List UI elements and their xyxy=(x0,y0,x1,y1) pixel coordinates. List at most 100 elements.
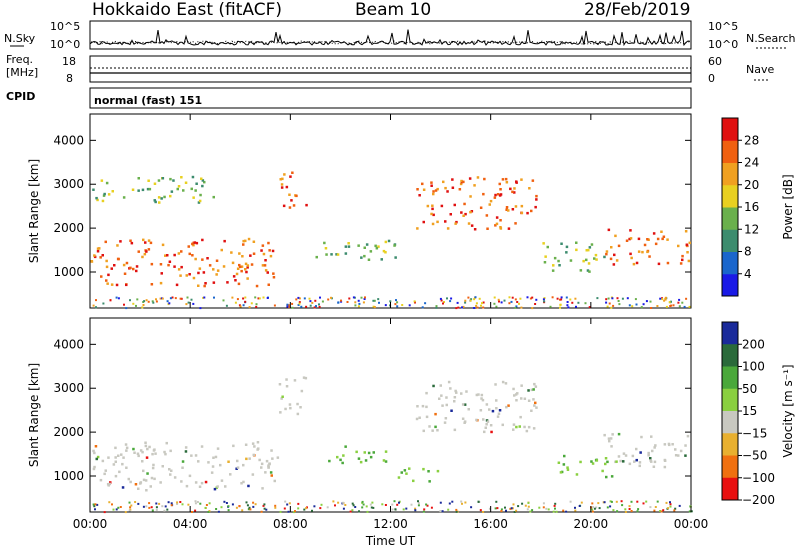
echo-cell xyxy=(552,264,555,267)
echo-cell xyxy=(194,481,198,484)
echo-cell xyxy=(112,508,115,511)
echo-cell xyxy=(242,480,245,484)
echo-cell xyxy=(245,501,248,504)
echo-cell xyxy=(148,506,151,509)
echo-cell xyxy=(667,507,670,510)
echo-cell xyxy=(227,509,230,512)
echo-cell xyxy=(621,297,624,300)
echo-cell xyxy=(520,384,523,387)
colorbar-swatch xyxy=(722,162,738,186)
echo-cell xyxy=(99,256,102,259)
echo-cell xyxy=(575,473,579,476)
echo-cell xyxy=(147,300,150,303)
echo-cell xyxy=(364,296,366,299)
y-tick-label: 1000 xyxy=(53,469,84,483)
echo-cell xyxy=(498,300,500,303)
echo-cell xyxy=(615,259,619,262)
echo-cell xyxy=(657,262,661,266)
echo-band xyxy=(557,454,618,479)
echo-cell xyxy=(642,303,645,306)
echo-cell xyxy=(271,249,275,253)
echo-cell xyxy=(440,299,443,302)
echo-cell xyxy=(652,232,656,235)
echo-cell xyxy=(357,457,361,460)
echo-cell xyxy=(114,456,117,459)
echo-cell xyxy=(436,220,439,224)
echo-cell xyxy=(673,509,676,512)
y-axis-label: Slant Range [km] xyxy=(27,159,41,263)
echo-cell xyxy=(110,267,113,270)
echo-cell xyxy=(401,304,404,306)
echo-cell xyxy=(197,201,201,204)
echo-cell xyxy=(479,409,483,412)
echo-cell xyxy=(122,196,126,199)
echo-cell xyxy=(147,239,151,242)
echo-cell xyxy=(197,271,200,275)
echo-cell xyxy=(292,204,296,207)
plot-frame xyxy=(89,113,692,309)
echo-cell xyxy=(532,388,535,391)
echo-cell xyxy=(430,506,433,509)
echo-cell xyxy=(141,188,145,192)
echo-cell xyxy=(520,397,523,400)
echo-cell xyxy=(287,304,290,307)
echo-cell xyxy=(505,181,509,184)
echo-cell xyxy=(224,485,227,488)
echo-cell xyxy=(387,239,391,243)
echo-cell xyxy=(439,297,442,300)
echo-cell xyxy=(648,255,651,258)
echo-cell xyxy=(299,406,302,409)
echo-cell xyxy=(569,500,572,503)
echo-cell xyxy=(685,243,689,246)
echo-cell xyxy=(191,175,195,179)
echo-cell xyxy=(382,249,386,253)
echo-cell xyxy=(645,500,648,503)
echo-cell xyxy=(264,259,267,262)
echo-cell xyxy=(634,298,637,301)
echo-cell xyxy=(194,189,197,192)
echo-cell xyxy=(462,214,465,217)
echo-cell xyxy=(441,404,444,407)
echo-cell xyxy=(549,305,552,308)
echo-cell xyxy=(432,213,435,217)
echo-cell xyxy=(288,206,292,209)
echo-cell xyxy=(567,306,570,309)
echo-cell xyxy=(463,403,467,406)
echo-cell xyxy=(263,503,266,506)
echo-cell xyxy=(122,263,126,267)
echo-cell xyxy=(488,203,491,206)
colorbar-swatch xyxy=(722,477,738,501)
echo-cell xyxy=(335,253,338,256)
echo-cell xyxy=(157,196,161,199)
echo-cell xyxy=(147,179,150,182)
echo-cell xyxy=(242,243,245,246)
echo-cell xyxy=(606,506,609,509)
echo-cell xyxy=(175,283,179,287)
echo-cell xyxy=(435,306,438,309)
echo-cell xyxy=(505,509,507,512)
echo-cell xyxy=(432,192,435,196)
echo-cell xyxy=(285,378,288,381)
echo-cell xyxy=(474,296,477,299)
echo-cell xyxy=(603,255,606,259)
echo-cell xyxy=(354,304,357,307)
echo-cell xyxy=(267,464,270,467)
echo-cell xyxy=(543,300,546,303)
echo-cell xyxy=(188,273,191,276)
echo-cell xyxy=(203,180,206,184)
echo-cell xyxy=(669,503,672,506)
echo-cell xyxy=(498,409,502,412)
echo-cell xyxy=(569,298,572,301)
echo-cell xyxy=(187,503,190,506)
echo-cell xyxy=(280,186,284,189)
echo-cell xyxy=(495,222,499,226)
echo-cell xyxy=(495,399,498,402)
echo-cell xyxy=(157,179,161,182)
echo-cell xyxy=(494,193,497,197)
echo-cell xyxy=(180,480,183,483)
echo-cell xyxy=(637,250,641,253)
echo-cell xyxy=(202,296,205,299)
echo-cell xyxy=(367,451,371,455)
echo-cell xyxy=(252,240,256,243)
echo-cell xyxy=(423,508,426,511)
